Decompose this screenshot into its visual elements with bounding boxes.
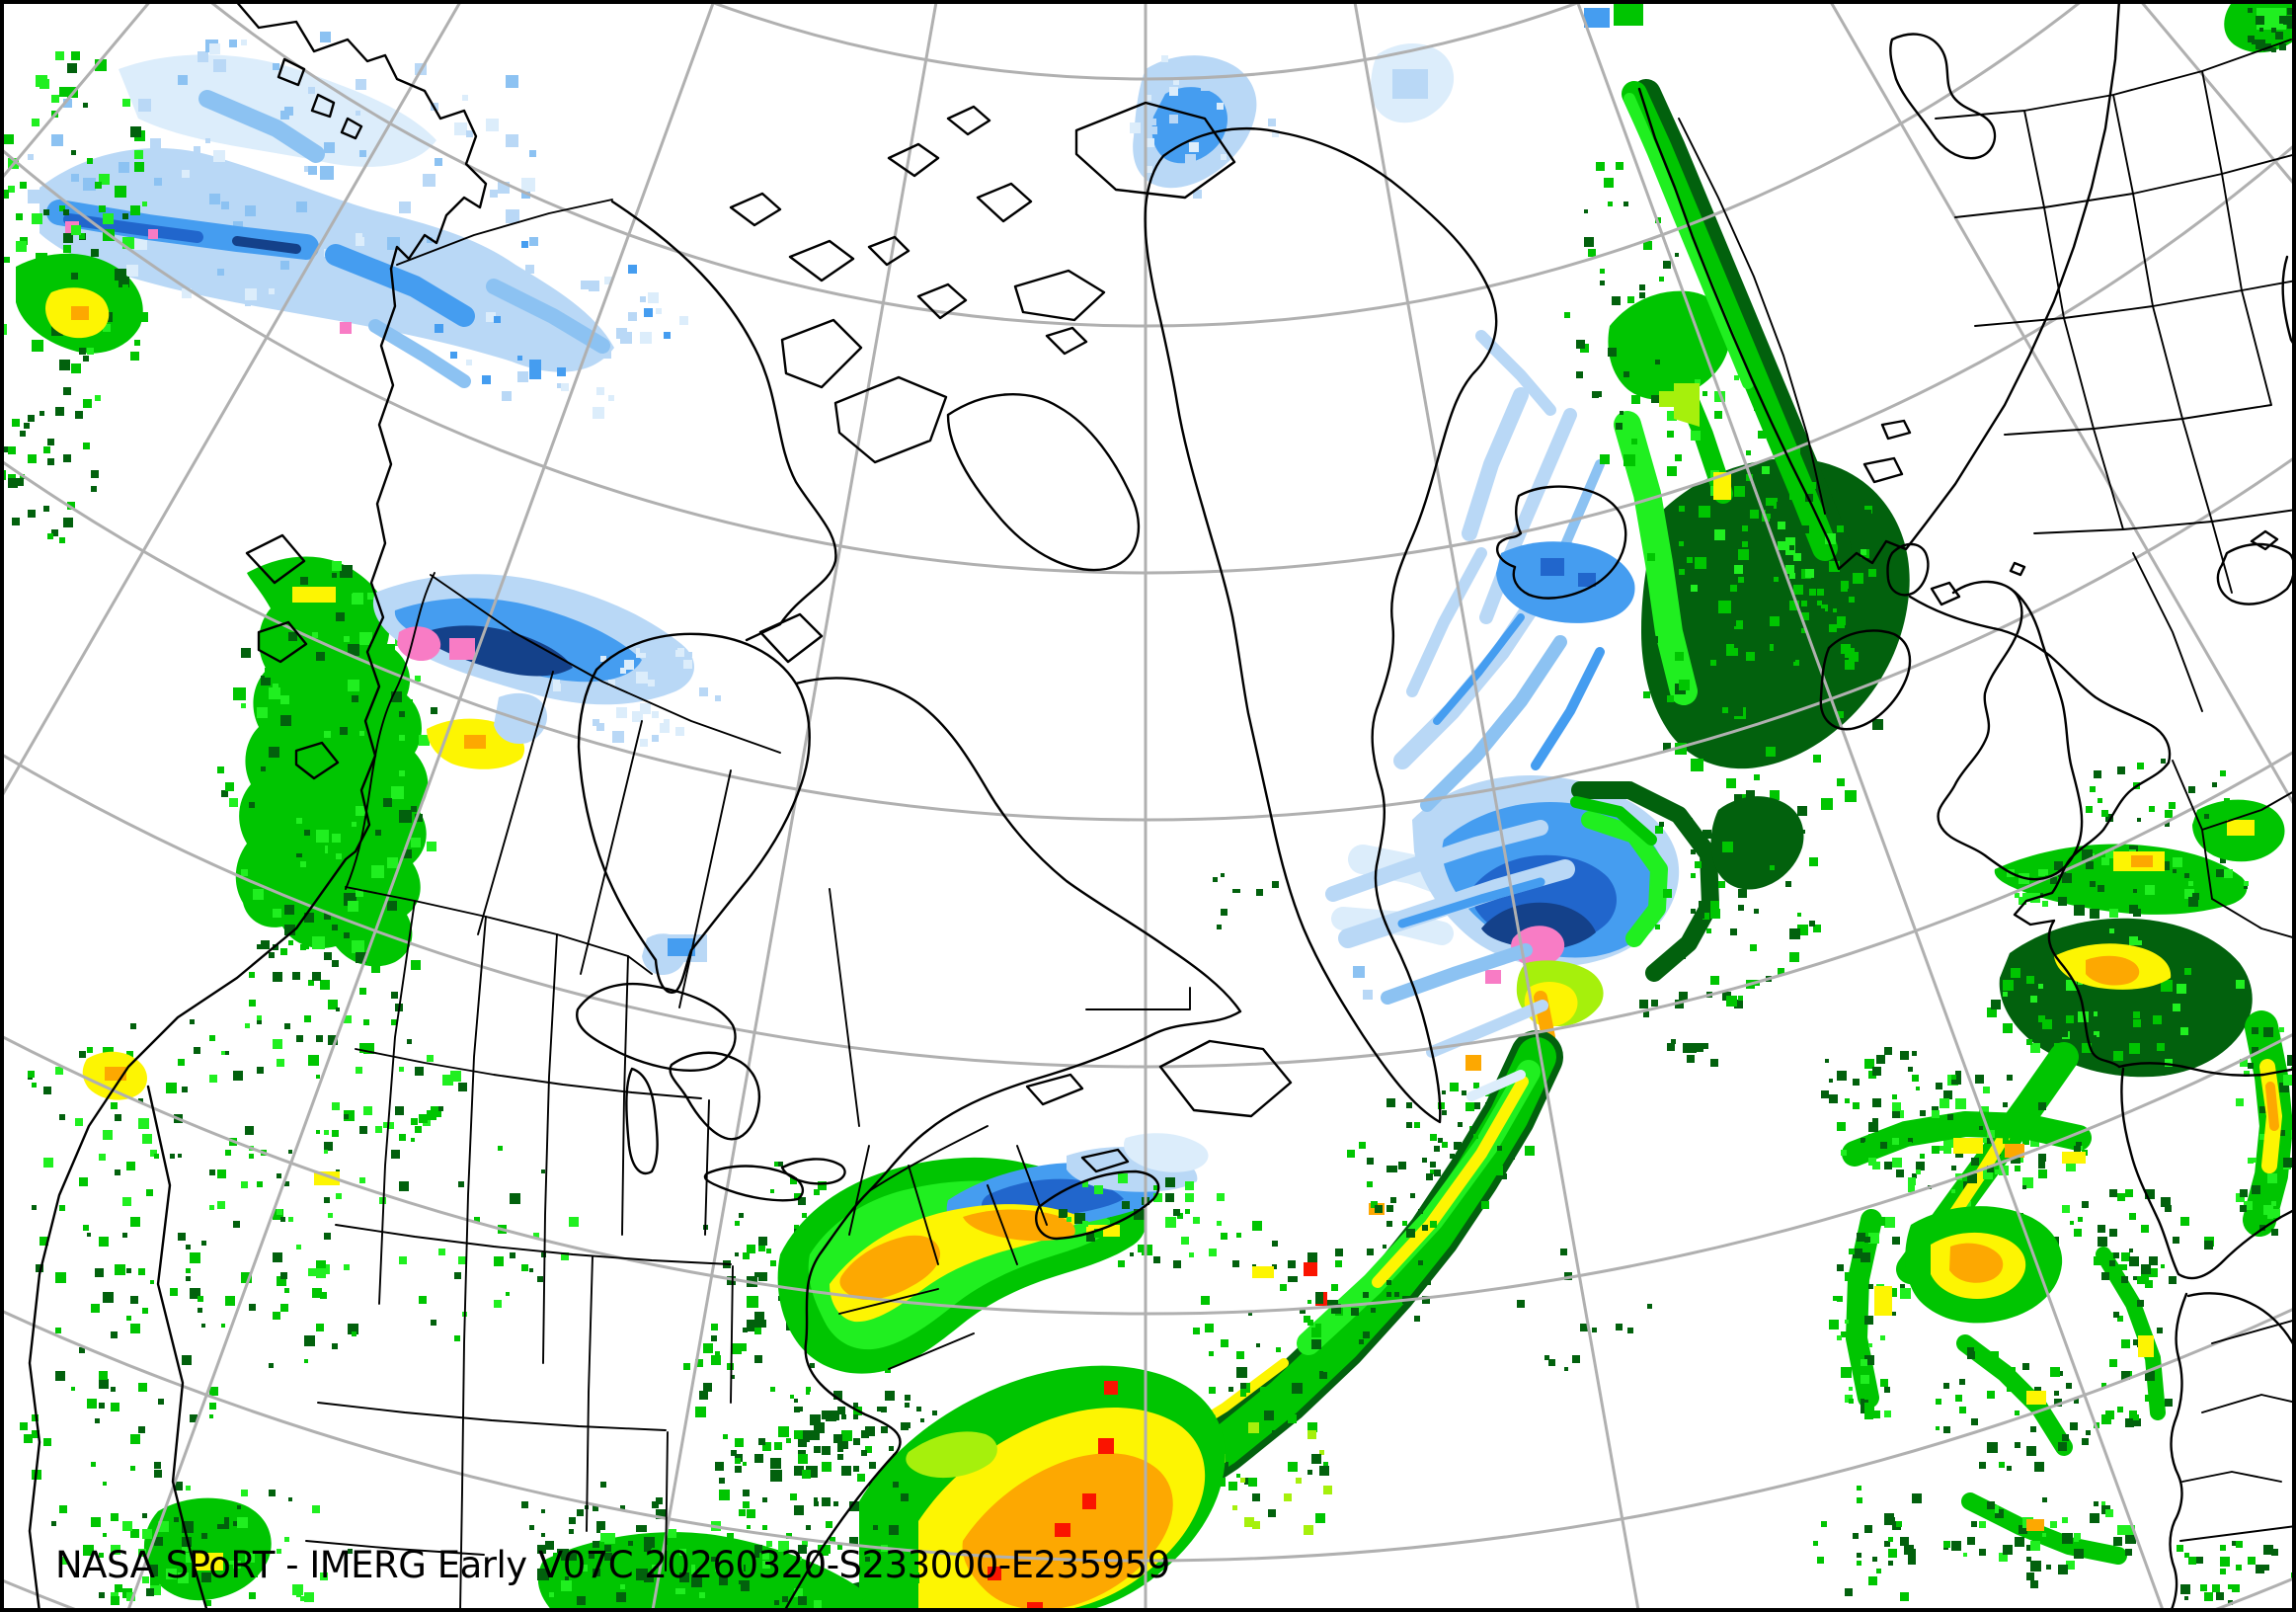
denmark: [1886, 542, 1961, 606]
lake-michigan: [625, 1067, 659, 1175]
precip-pacific-edge-rain: [0, 51, 148, 543]
coastline-iberia: [2117, 1062, 2296, 1280]
border-bc-alberta: [345, 572, 435, 890]
coastline-california-inland: [146, 1085, 209, 1612]
coastline-alaska-islands: [277, 57, 363, 140]
border-prairie-provinces: [477, 671, 732, 1008]
coastline-labrador-east: [782, 677, 1242, 1612]
arctic-islands: [729, 101, 1236, 464]
coastline-morocco: [2169, 1292, 2296, 1612]
precip-hudson-small-snow: [656, 934, 707, 962]
border-europe-mesh: [1935, 39, 2296, 712]
precip-misc-ocean-specks: [1213, 873, 1652, 1371]
lake-huron: [669, 1051, 761, 1141]
scandinavia: [1637, 0, 2121, 571]
nova-scotia: [1034, 1169, 1160, 1241]
great-britain: [1937, 580, 2084, 881]
black-sea: [2216, 529, 2296, 605]
border-st-lawrence: [868, 1125, 989, 1192]
greenland: [1144, 126, 1498, 1124]
precip-atlantic-front-head: [1331, 775, 1743, 1165]
anticosti-island: [1025, 1073, 1084, 1106]
newfoundland: [1158, 1039, 1293, 1118]
border-africa: [2179, 1319, 2296, 1542]
lake-superior: [576, 982, 737, 1072]
border-alaska-yukon: [396, 199, 613, 266]
coastline-canada-arctic-mainland: [610, 200, 837, 642]
lake-ontario: [780, 1158, 846, 1185]
precip-iceland-snow-streaks: [1325, 330, 1635, 1101]
precip-gulf-of-alaska-snow: [28, 32, 688, 419]
border-quebec-ontario: [829, 888, 860, 1127]
border-norway-sweden: [1678, 118, 1826, 515]
swedish-lakes: [1862, 419, 1912, 484]
coastline-bc-islands: [245, 533, 340, 780]
precip-northeast-us-storm: [683, 1133, 1225, 1518]
hudson-bay: [577, 632, 811, 994]
lake-erie: [703, 1165, 805, 1202]
baffin-island: [946, 393, 1141, 572]
orkney: [2009, 561, 2026, 577]
border-us-states: [305, 900, 734, 1612]
border-ne-states: [838, 1145, 1048, 1370]
precip-prairie-scatter: [20, 1000, 579, 1606]
map-caption: NASA SPoRT - IMERG Early V07C 20260320-S…: [55, 1544, 1170, 1586]
border-labrador: [1085, 987, 1191, 1010]
precip-baffin-bay-snow: [1130, 43, 1455, 199]
border-us-canada: [345, 886, 653, 975]
iceland: [1496, 485, 1627, 600]
coastline-bc: [28, 267, 397, 1612]
prince-edward-island: [1080, 1148, 1130, 1173]
coastline-europe-west: [1908, 595, 2172, 1069]
precip-madeira-storm: [1813, 1047, 2296, 1605]
precip-russia-corner-rain: [2224, 0, 2296, 53]
border-60n: [430, 574, 781, 754]
white-sea: [1889, 33, 1997, 160]
caspian-edge: [2281, 255, 2296, 350]
southampton-island: [758, 612, 824, 664]
coastline-alaska: [233, 0, 488, 271]
border-france-germany: [2172, 760, 2296, 939]
ireland: [1819, 629, 1912, 731]
